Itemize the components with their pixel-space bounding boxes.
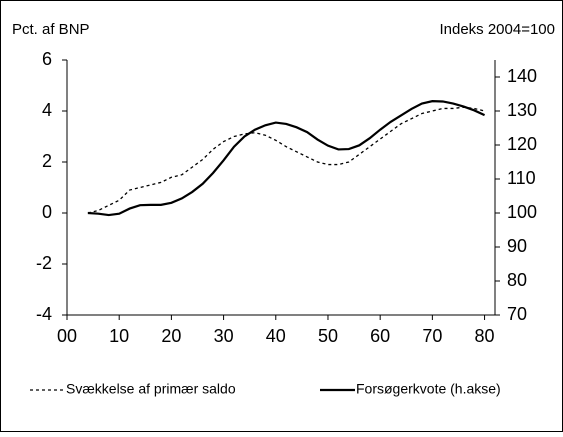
y-axis-label: Pct. af BNP	[12, 21, 90, 38]
y2-axis-label: Indeks 2004=100	[439, 21, 555, 38]
y-tick-label: -4	[36, 304, 52, 324]
x-tick-label: 00	[57, 326, 77, 346]
x-tick-label: 50	[318, 326, 338, 346]
x-tick-label: 30	[214, 326, 234, 346]
y-tick-label: -2	[36, 253, 52, 273]
x-tick-label: 70	[422, 326, 442, 346]
y-tick-label: 4	[42, 100, 52, 120]
x-tick-label: 40	[266, 326, 286, 346]
x-tick-label: 20	[161, 326, 181, 346]
y2-tick-label: 80	[507, 270, 527, 290]
y-tick-label: 2	[42, 151, 52, 171]
y2-tick-label: 70	[507, 304, 527, 324]
legend-label: Forsøgerkvote (h.akse)	[356, 381, 501, 397]
y2-tick-label: 130	[507, 100, 537, 120]
series-line	[87, 100, 486, 217]
legend-label: Svækkelse af primær saldo	[66, 381, 236, 397]
y2-tick-label: 110	[507, 168, 536, 188]
y2-tick-label: 90	[507, 236, 527, 256]
y-tick-label: 6	[42, 49, 52, 69]
y-tick-label: 0	[42, 202, 52, 222]
x-tick-label: 80	[475, 326, 495, 346]
y2-tick-label: 100	[507, 202, 537, 222]
x-tick-label: 10	[109, 326, 129, 346]
y2-tick-label: 140	[507, 66, 537, 86]
x-tick-label: 60	[370, 326, 390, 346]
y2-tick-label: 120	[507, 134, 537, 154]
series-line	[87, 106, 485, 214]
